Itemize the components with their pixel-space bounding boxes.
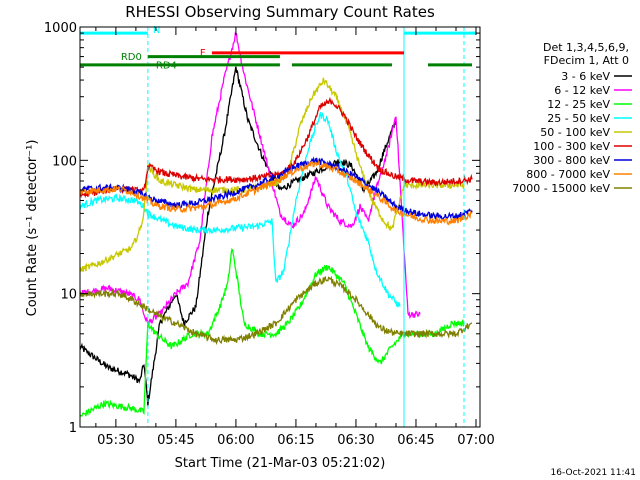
series-line-1 (80, 31, 421, 327)
legend-entry-label: 3 - 6 keV (561, 70, 610, 83)
legend-header-line: Det 1,3,4,5,6,9, (543, 41, 629, 54)
series-line-8 (80, 275, 472, 346)
series-line-6 (80, 156, 473, 222)
x-axis-label: Start Time (21-Mar-03 05:21:02) (175, 456, 386, 471)
x-tick-label: 06:15 (277, 433, 314, 448)
legend-header-line: FDecim 1, Att 0 (544, 54, 629, 67)
legend-entry-label: 800 - 7000 keV (526, 168, 610, 181)
legend-entry-label: 300 - 800 keV (533, 154, 610, 167)
legend: Det 1,3,4,5,6,9,FDecim 1, Att 0 3 - 6 keV… (512, 41, 632, 195)
legend-entry-label: 50 - 100 keV (540, 126, 610, 139)
plot-frame (79, 26, 481, 428)
flag-layer: N F RD0 RD4 (79, 25, 476, 427)
series-line-5 (80, 96, 473, 199)
axis-layer: 05:30 05:45 06:00 06:15 06:30 06:45 07:00 1 10 10… (44, 21, 495, 448)
flag-label-rd0: RD0 (121, 52, 142, 63)
legend-entry-label: 7000 - 15000 keV (512, 182, 610, 195)
flag-label-f: F (200, 48, 206, 59)
series-line-3 (80, 111, 401, 308)
flag-label-rd4: RD4 (156, 61, 177, 72)
y-axis-label: Count Rate (s⁻¹ detector⁻¹) (25, 140, 40, 317)
chart-title: RHESSI Observing Summary Count Rates (125, 3, 435, 21)
series-line-2 (80, 248, 465, 417)
x-tick-label: 07:00 (457, 433, 494, 448)
y-tick-label: 10 (60, 288, 77, 303)
y-tick-label: 1000 (44, 21, 77, 36)
y-tick-label: 100 (52, 154, 77, 169)
legend-entry-label: 12 - 25 keV (547, 98, 610, 111)
flag-label-n: N (153, 25, 160, 36)
legend-entry-label: 25 - 50 keV (547, 112, 610, 125)
series-line-7 (80, 159, 473, 226)
x-tick-label: 06:30 (337, 433, 374, 448)
legend-entry-label: 100 - 300 keV (533, 140, 610, 153)
plot-timestamp: 16-Oct-2021 11:41 (551, 468, 636, 478)
data-layer (80, 31, 473, 417)
x-tick-label: 05:45 (157, 433, 194, 448)
x-tick-label: 06:45 (397, 433, 434, 448)
series-line-0 (80, 66, 397, 407)
y-tick-label: 1 (69, 421, 77, 436)
x-tick-label: 06:00 (217, 433, 254, 448)
x-tick-label: 05:30 (97, 433, 134, 448)
legend-entry-label: 6 - 12 keV (554, 84, 610, 97)
